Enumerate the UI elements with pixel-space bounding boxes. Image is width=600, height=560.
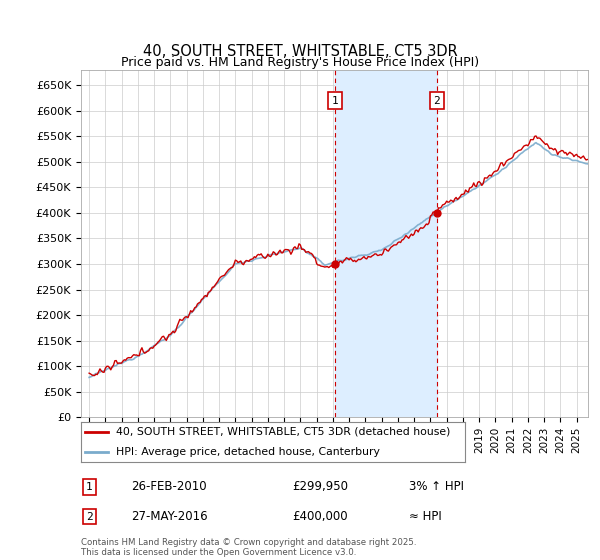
Text: HPI: Average price, detached house, Canterbury: HPI: Average price, detached house, Cant… <box>116 447 379 457</box>
Text: £299,950: £299,950 <box>293 480 349 493</box>
Text: 40, SOUTH STREET, WHITSTABLE, CT5 3DR (detached house): 40, SOUTH STREET, WHITSTABLE, CT5 3DR (d… <box>116 427 450 437</box>
Text: 3% ↑ HPI: 3% ↑ HPI <box>409 480 464 493</box>
Text: 40, SOUTH STREET, WHITSTABLE, CT5 3DR: 40, SOUTH STREET, WHITSTABLE, CT5 3DR <box>143 44 457 59</box>
Bar <box>335 70 437 417</box>
Text: Contains HM Land Registry data © Crown copyright and database right 2025.
This d: Contains HM Land Registry data © Crown c… <box>81 538 416 557</box>
Text: 1: 1 <box>86 482 93 492</box>
Text: 2: 2 <box>434 96 440 106</box>
Text: Price paid vs. HM Land Registry's House Price Index (HPI): Price paid vs. HM Land Registry's House … <box>121 56 479 69</box>
Text: ≈ HPI: ≈ HPI <box>409 510 442 523</box>
Text: 27-MAY-2016: 27-MAY-2016 <box>131 510 208 523</box>
Text: 2: 2 <box>86 512 93 521</box>
Text: 1: 1 <box>331 96 338 106</box>
Text: 26-FEB-2010: 26-FEB-2010 <box>131 480 207 493</box>
Text: £400,000: £400,000 <box>293 510 349 523</box>
